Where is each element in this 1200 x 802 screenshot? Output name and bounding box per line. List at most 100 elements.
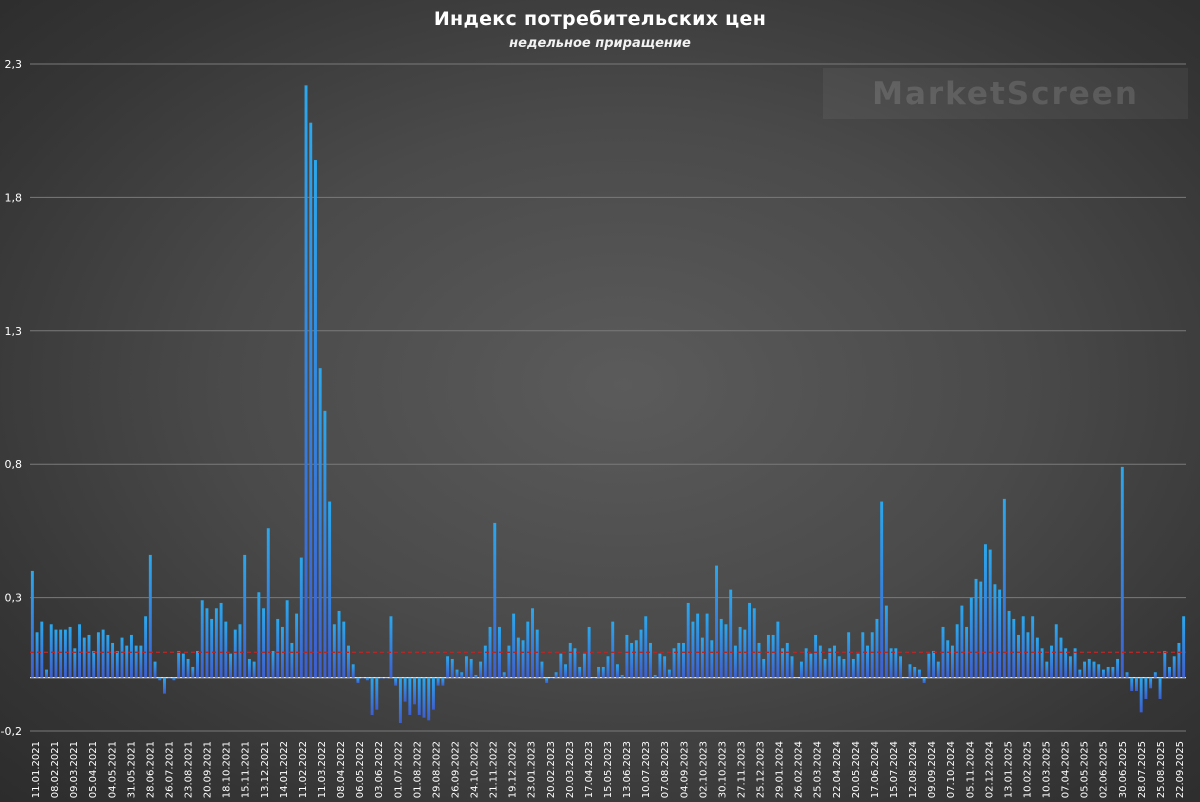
bar: [295, 613, 299, 678]
bar: [342, 621, 346, 678]
bar: [549, 677, 553, 679]
bar: [667, 669, 671, 678]
bar: [894, 648, 898, 678]
bar: [950, 645, 954, 678]
bar: [54, 629, 58, 678]
bar: [908, 664, 912, 678]
bar: [814, 634, 818, 678]
bar: [96, 632, 100, 678]
bar: [167, 677, 171, 679]
bar: [304, 85, 308, 678]
x-tick-label: 06.05.2022: [355, 741, 366, 798]
x-tick-label: 07.08.2023: [660, 741, 671, 798]
bar: [30, 570, 34, 678]
bar: [955, 624, 959, 678]
bar: [1017, 634, 1020, 678]
bar: [601, 666, 605, 678]
bar: [516, 637, 520, 678]
bar: [356, 677, 360, 683]
x-tick-label: 31.05.2021: [126, 741, 137, 798]
bar: [644, 616, 648, 678]
bar: [578, 666, 582, 678]
bar: [1168, 666, 1171, 678]
x-tick-label: 29.01.2024: [775, 741, 786, 798]
bar: [92, 650, 96, 678]
bar: [861, 632, 865, 678]
bar: [568, 642, 572, 678]
bar: [677, 642, 681, 678]
bar: [554, 672, 558, 678]
bar: [441, 677, 445, 686]
x-tick-label: 27.11.2023: [736, 741, 747, 798]
bar: [639, 629, 643, 678]
bar: [337, 610, 341, 678]
x-tick-label: 12.08.2024: [908, 741, 919, 798]
bar: [691, 621, 695, 678]
x-tick-label: 19.12.2022: [508, 741, 519, 798]
bar: [139, 645, 143, 678]
bar: [715, 565, 718, 678]
x-tick-label: 02.06.2025: [1099, 741, 1110, 798]
bars: [30, 85, 1186, 723]
bar: [757, 642, 761, 678]
bar: [1083, 661, 1087, 678]
bar: [483, 645, 487, 678]
x-tick-label: 18.10.2021: [222, 741, 233, 798]
bar: [474, 674, 478, 678]
bar: [809, 653, 813, 678]
bar: [828, 648, 832, 678]
bar: [238, 624, 242, 678]
bar: [413, 677, 417, 705]
x-tick-label: 02.10.2023: [698, 741, 709, 798]
bar: [479, 661, 483, 678]
bar: [1125, 672, 1129, 678]
bar: [224, 621, 228, 678]
bar: [620, 674, 624, 678]
bar: [35, 632, 39, 678]
bar: [464, 656, 468, 678]
x-tick-label: 11.01.2021: [31, 741, 42, 798]
bar: [219, 602, 223, 678]
x-tick-label: 10.07.2023: [641, 741, 652, 798]
bar: [450, 658, 454, 678]
bar: [417, 677, 421, 715]
bar: [427, 677, 431, 721]
bar: [375, 677, 379, 710]
bar: [1045, 661, 1049, 678]
bar: [163, 677, 166, 694]
bar: [634, 640, 638, 678]
bar: [1139, 677, 1143, 713]
x-tick-label: 17.04.2023: [584, 741, 595, 798]
bar: [469, 658, 473, 678]
bar: [229, 653, 232, 678]
x-tick-label: 26.02.2024: [794, 741, 805, 798]
x-tick-label: 05.05.2025: [1080, 741, 1091, 798]
bar: [833, 645, 836, 678]
bar: [927, 653, 931, 678]
watermark-logo: MarketScreen: [823, 68, 1188, 119]
x-tick-label: 28.06.2021: [145, 741, 156, 798]
bar: [285, 600, 289, 678]
x-tick-label: 08.04.2022: [336, 741, 347, 798]
bar: [663, 656, 667, 678]
bar: [153, 661, 157, 678]
x-tick-label: 03.06.2022: [374, 741, 385, 798]
x-tick-label: 22.04.2024: [832, 741, 843, 798]
bar: [606, 656, 610, 678]
bar: [233, 629, 237, 678]
bar: [68, 626, 72, 678]
x-tick-label: 23.08.2021: [184, 741, 195, 798]
bar: [1002, 498, 1006, 678]
x-tick-label: 22.09.2025: [1175, 741, 1186, 798]
bar: [582, 653, 586, 678]
bar: [984, 544, 987, 678]
bar: [974, 578, 978, 678]
y-axis-ticks: -0,2 0,3 0,8 1,3 1,8 2,3: [1, 58, 22, 738]
bar: [398, 677, 402, 723]
bar: [262, 608, 266, 678]
bar: [403, 677, 407, 702]
bar: [247, 658, 251, 678]
bar: [1040, 648, 1044, 678]
bar: [615, 664, 619, 678]
bar: [488, 626, 492, 678]
